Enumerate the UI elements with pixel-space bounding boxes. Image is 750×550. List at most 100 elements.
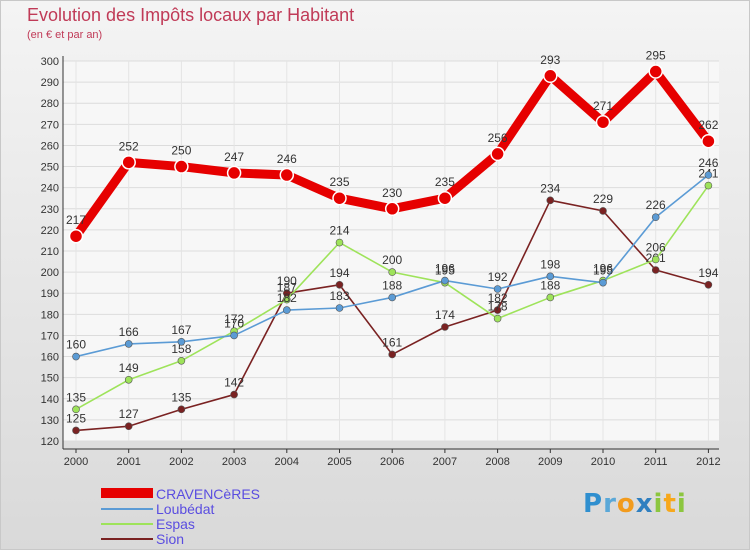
- data-point: [282, 295, 291, 304]
- legend-label: Loubédat: [156, 501, 215, 517]
- data-label: 256: [488, 131, 508, 145]
- data-point: [226, 165, 242, 181]
- data-label: 217: [66, 213, 86, 227]
- data-point: [437, 190, 453, 206]
- data-point: [546, 272, 555, 281]
- data-point: [124, 375, 133, 384]
- data-point: [332, 190, 347, 206]
- data-point: [279, 167, 295, 183]
- data-label: 190: [277, 274, 297, 288]
- legend-swatch: [101, 538, 153, 540]
- data-label: 250: [171, 144, 191, 158]
- data-point: [493, 285, 502, 293]
- data-point: [121, 155, 136, 170]
- chart-subtitle: (en € et par an): [27, 29, 103, 41]
- data-point: [68, 228, 84, 244]
- x-tick-label: 2002: [169, 456, 193, 468]
- data-label: 183: [329, 289, 349, 303]
- data-point: [599, 278, 607, 287]
- data-label: 295: [646, 49, 666, 63]
- data-label: 196: [435, 262, 455, 276]
- data-point: [704, 280, 713, 289]
- data-label: 178: [488, 300, 508, 314]
- data-label: 174: [435, 308, 455, 322]
- data-label: 182: [277, 291, 297, 305]
- data-point: [704, 181, 713, 190]
- data-label: 206: [646, 240, 666, 254]
- data-point: [648, 64, 663, 79]
- data-point: [543, 68, 558, 84]
- y-tick-label: 210: [41, 246, 59, 258]
- data-point: [335, 280, 344, 289]
- data-point: [124, 422, 133, 431]
- data-label: 149: [119, 361, 139, 375]
- x-tick-label: 2009: [538, 456, 562, 468]
- data-label: 235: [435, 175, 455, 189]
- data-label: 125: [66, 411, 86, 425]
- data-point: [493, 314, 502, 323]
- data-point: [72, 352, 80, 361]
- x-tick-label: 2008: [485, 456, 509, 468]
- y-tick-label: 170: [41, 330, 59, 342]
- data-label: 194: [698, 266, 718, 280]
- y-tick-label: 250: [41, 162, 59, 174]
- data-point: [72, 426, 80, 435]
- y-tick-label: 150: [41, 373, 59, 385]
- y-tick-label: 200: [41, 267, 59, 279]
- x-tick-label: 2004: [275, 456, 299, 468]
- data-label: 188: [382, 278, 402, 292]
- data-label: 170: [224, 316, 244, 330]
- legend-swatch: [101, 488, 153, 498]
- data-label: 200: [382, 253, 402, 267]
- data-label: 188: [540, 278, 560, 292]
- data-point: [493, 306, 502, 314]
- data-point: [384, 201, 400, 217]
- data-label: 166: [119, 325, 139, 339]
- data-point: [651, 255, 660, 264]
- data-label: 161: [382, 335, 402, 349]
- data-label: 187: [277, 281, 297, 295]
- data-point: [546, 196, 555, 205]
- y-tick-label: 270: [41, 119, 59, 131]
- data-label: 142: [224, 376, 244, 390]
- data-point: [490, 146, 505, 162]
- data-point: [282, 306, 291, 314]
- y-tick-label: 160: [41, 352, 59, 364]
- y-tick-label: 290: [41, 77, 59, 89]
- data-label: 192: [488, 270, 508, 284]
- legend: CRAVENCèRES Loubédat Espas Sion: [101, 486, 301, 547]
- data-label: 158: [171, 342, 191, 356]
- x-tick-label: 2001: [116, 456, 140, 468]
- data-point: [704, 171, 713, 179]
- data-point: [388, 268, 397, 276]
- x-tick-label: 2010: [591, 456, 615, 468]
- data-label: 235: [329, 175, 349, 189]
- data-point: [230, 390, 238, 399]
- data-label: 135: [171, 390, 191, 404]
- data-point: [177, 356, 186, 365]
- data-point: [388, 350, 397, 359]
- data-point: [174, 159, 189, 174]
- y-tick-label: 280: [41, 98, 59, 110]
- data-point: [335, 304, 344, 312]
- data-label: 182: [488, 291, 508, 305]
- x-tick-label: 2007: [433, 456, 457, 468]
- x-tick-label: 2000: [64, 456, 88, 468]
- data-point: [701, 133, 716, 149]
- data-label: 195: [593, 264, 613, 278]
- data-label: 196: [593, 262, 613, 276]
- data-label: 160: [66, 338, 86, 352]
- data-label: 172: [224, 312, 244, 326]
- data-label: 271: [593, 99, 613, 113]
- data-label: 246: [277, 152, 297, 166]
- data-point: [595, 114, 611, 130]
- data-label: 195: [435, 264, 455, 278]
- y-tick-label: 230: [41, 204, 59, 216]
- y-tick-label: 130: [41, 415, 59, 427]
- chart-title: Evolution des Impôts locaux par Habitant: [27, 5, 355, 25]
- data-point: [441, 323, 449, 331]
- data-point: [651, 266, 660, 274]
- data-label: 246: [698, 156, 718, 170]
- data-point: [388, 293, 397, 302]
- data-label: 214: [329, 224, 349, 238]
